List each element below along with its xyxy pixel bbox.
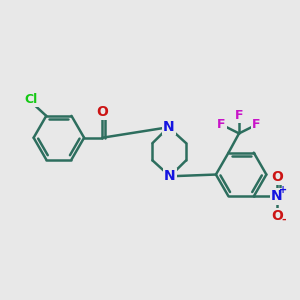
Text: +: + (279, 185, 287, 195)
Text: N: N (164, 169, 176, 183)
Text: F: F (252, 118, 261, 131)
Text: N: N (163, 120, 174, 134)
Text: F: F (235, 109, 243, 122)
Text: N: N (271, 189, 283, 203)
Text: F: F (217, 118, 226, 131)
Text: O: O (96, 105, 108, 119)
Text: O: O (271, 209, 283, 223)
Text: -: - (281, 215, 286, 225)
Text: Cl: Cl (25, 93, 38, 106)
Text: O: O (271, 170, 283, 184)
